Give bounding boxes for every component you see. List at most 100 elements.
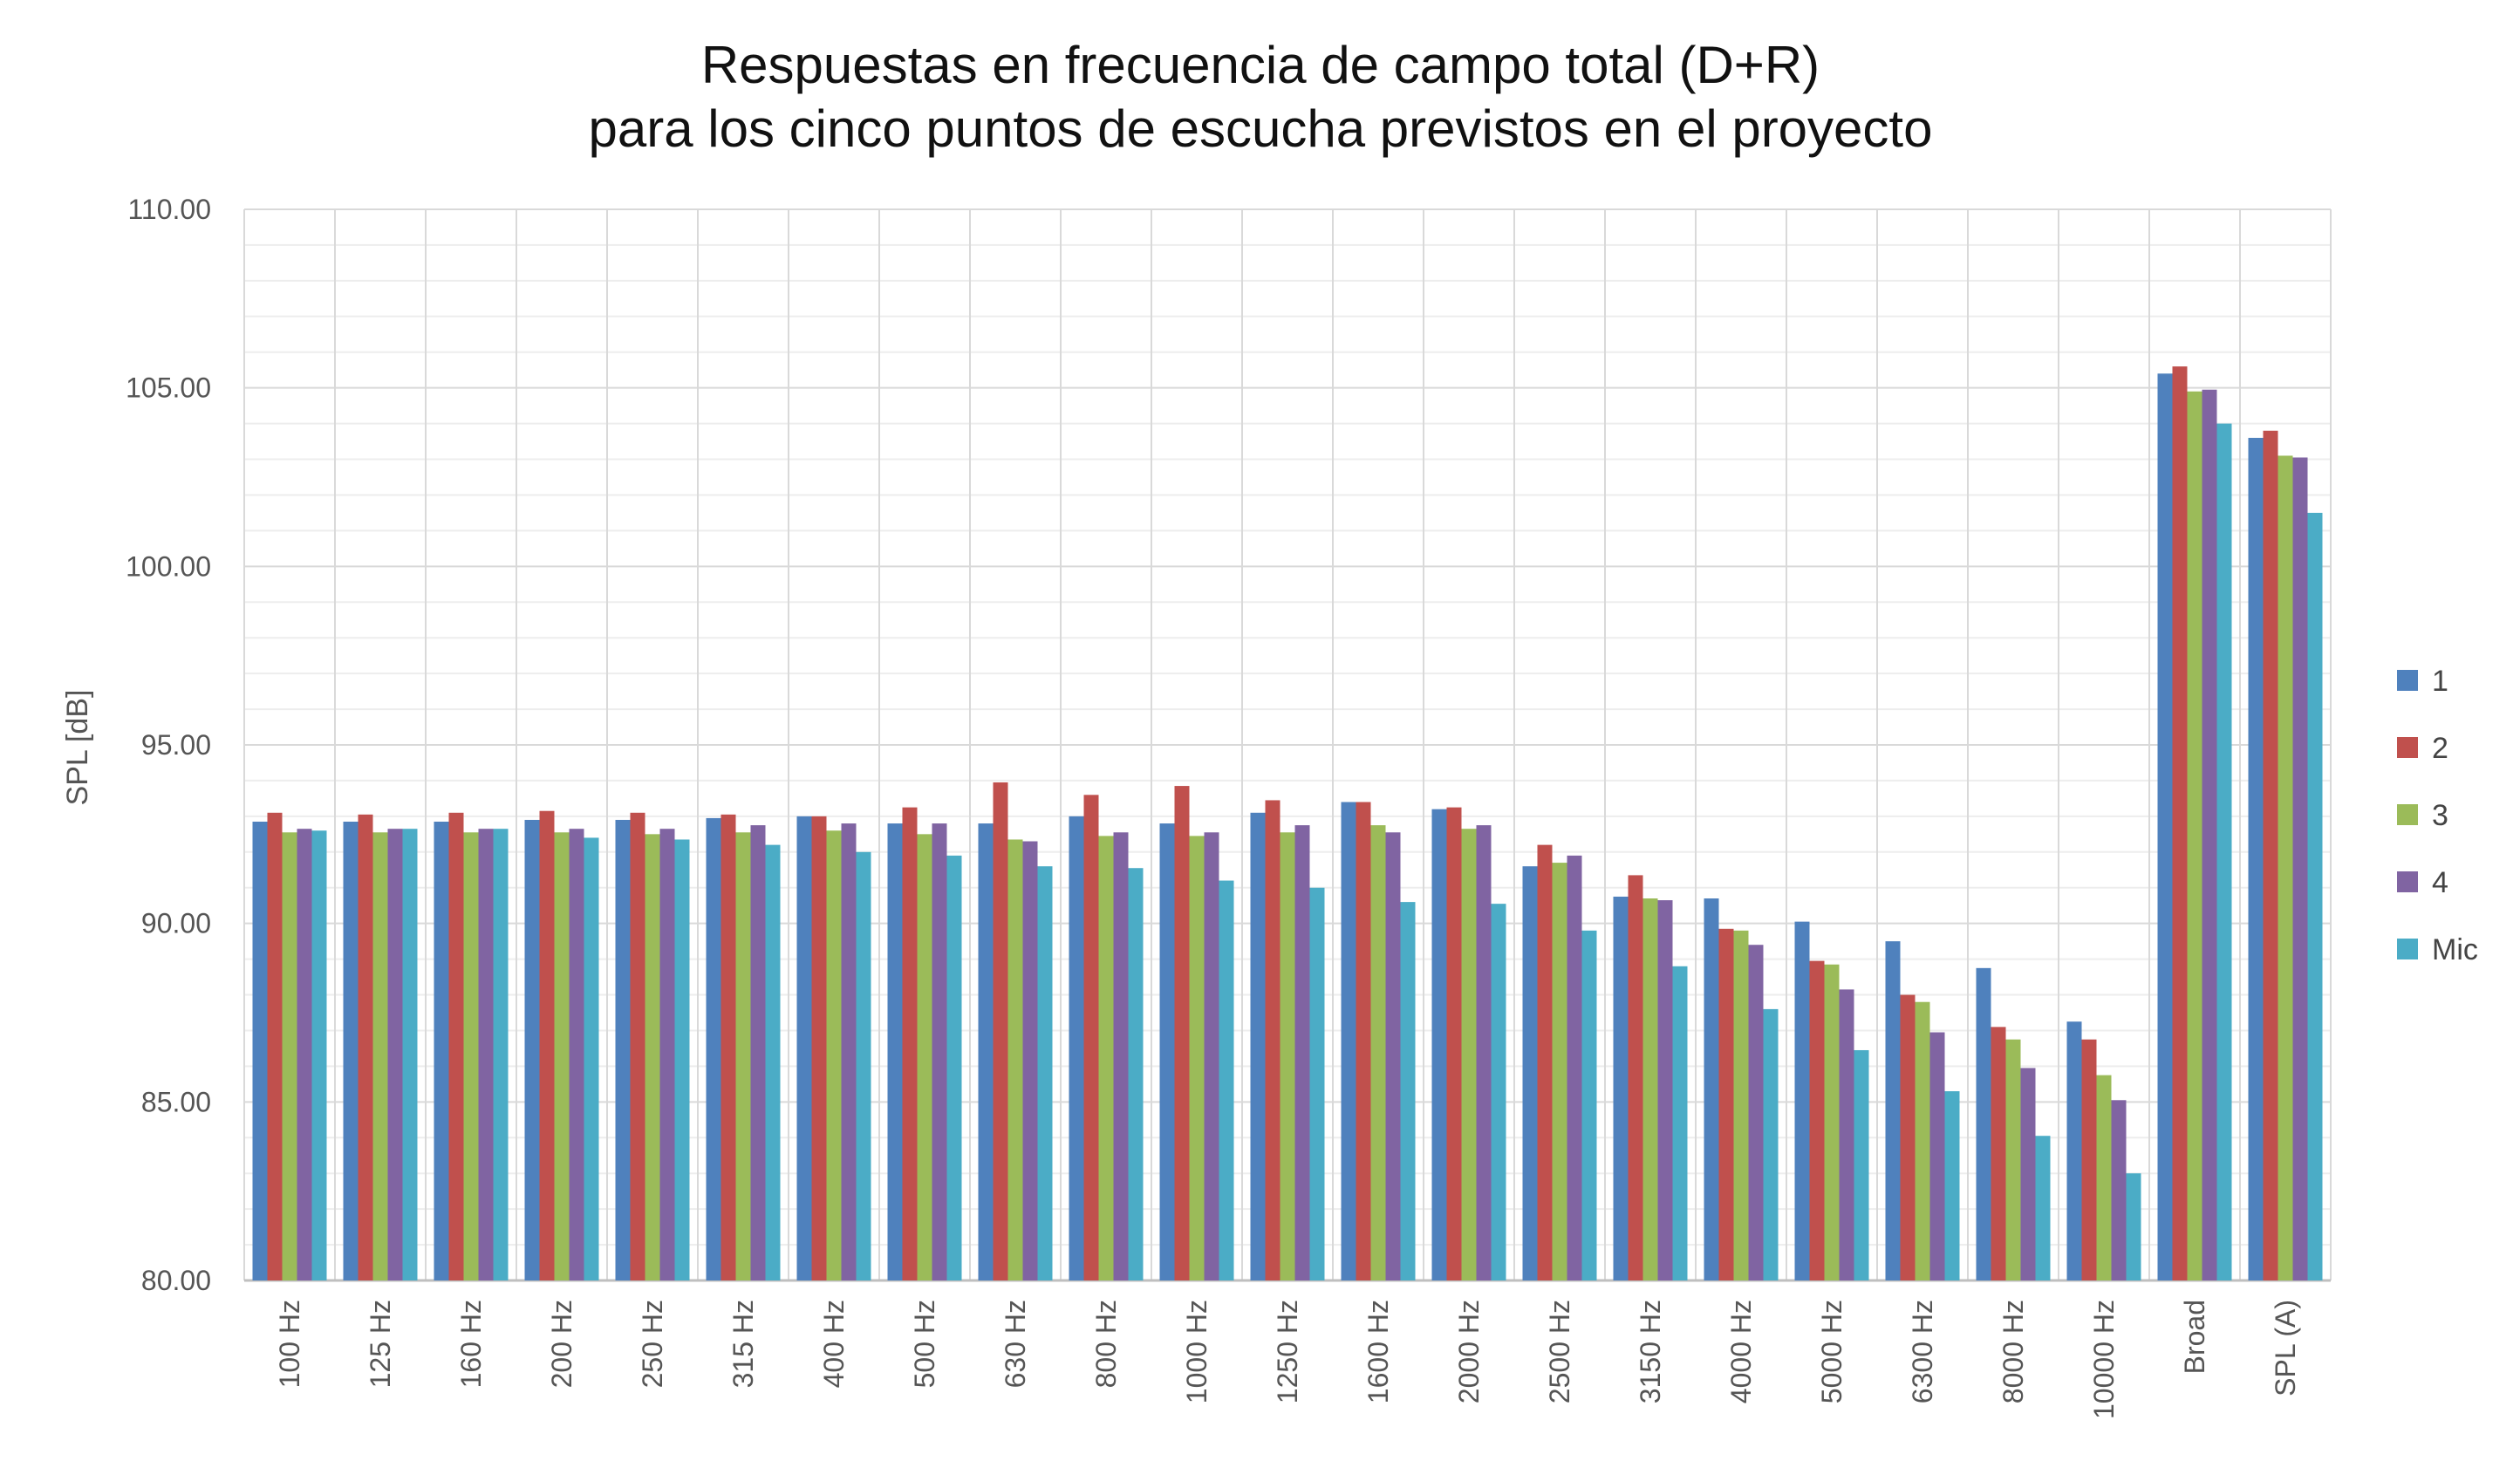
bar-series-3-20 bbox=[2096, 1075, 2112, 1280]
legend-label: 4 bbox=[2432, 866, 2448, 899]
bar-series-4-16 bbox=[1748, 945, 1764, 1280]
bar-series-2-18 bbox=[1900, 994, 1916, 1280]
bar-series-4-10 bbox=[1204, 832, 1219, 1280]
bar-series-Mic-22 bbox=[2307, 512, 2323, 1280]
bar-series-4-11 bbox=[1294, 825, 1310, 1280]
bar-series-1-8 bbox=[978, 823, 994, 1280]
bar-series-1-9 bbox=[1069, 816, 1084, 1280]
bar-series-1-3 bbox=[524, 819, 540, 1280]
y-tick-label: 110.00 bbox=[128, 194, 212, 225]
bar-series-4-18 bbox=[1929, 1032, 1945, 1280]
bar-series-4-17 bbox=[1839, 989, 1854, 1280]
bar-series-4-1 bbox=[387, 829, 403, 1280]
bar-series-2-19 bbox=[1991, 1027, 2006, 1280]
bar-series-1-2 bbox=[434, 822, 449, 1280]
bar-series-1-10 bbox=[1159, 823, 1175, 1280]
x-tick-label: 6300 Hz bbox=[1907, 1300, 1938, 1403]
legend-swatch bbox=[2397, 871, 2418, 892]
legend-swatch bbox=[2397, 939, 2418, 959]
bar-series-2-7 bbox=[902, 807, 918, 1280]
bar-series-3-1 bbox=[372, 832, 388, 1280]
x-tick-label: Broad bbox=[2179, 1300, 2210, 1374]
bar-series-2-13 bbox=[1446, 807, 1462, 1280]
bar-series-3-6 bbox=[826, 830, 842, 1280]
bar-series-1-21 bbox=[2157, 373, 2173, 1280]
bar-series-Mic-7 bbox=[946, 855, 962, 1280]
bar-series-1-15 bbox=[1613, 896, 1629, 1280]
bar-series-Mic-12 bbox=[1400, 902, 1416, 1280]
bar-series-3-19 bbox=[2005, 1039, 2021, 1280]
bar-series-4-5 bbox=[750, 825, 766, 1280]
bar-series-2-0 bbox=[267, 812, 283, 1280]
bar-series-2-5 bbox=[720, 814, 736, 1280]
bar-series-3-21 bbox=[2187, 391, 2202, 1280]
legend-label: 1 bbox=[2432, 665, 2448, 698]
bar-series-3-2 bbox=[463, 832, 479, 1280]
x-tick-label: 1000 Hz bbox=[1181, 1300, 1212, 1403]
legend-swatch bbox=[2397, 804, 2418, 825]
bar-series-Mic-21 bbox=[2216, 423, 2232, 1281]
bar-series-3-4 bbox=[645, 834, 660, 1280]
bar-series-Mic-8 bbox=[1037, 866, 1053, 1280]
bar-series-1-16 bbox=[1704, 898, 1719, 1280]
bar-series-2-2 bbox=[448, 812, 464, 1280]
x-tick-label: 10000 Hz bbox=[2088, 1300, 2120, 1419]
x-tick-label: 2000 Hz bbox=[1453, 1300, 1485, 1403]
x-tick-label: 1250 Hz bbox=[1272, 1300, 1303, 1403]
bar-series-2-15 bbox=[1628, 875, 1643, 1280]
bar-series-4-9 bbox=[1113, 832, 1129, 1280]
bar-series-3-9 bbox=[1098, 836, 1114, 1280]
y-tick-label: 105.00 bbox=[126, 372, 211, 404]
bar-series-4-21 bbox=[2202, 389, 2217, 1280]
bar-series-Mic-11 bbox=[1309, 887, 1325, 1280]
bar-series-1-14 bbox=[1522, 866, 1538, 1280]
y-tick-label: 90.00 bbox=[141, 908, 211, 939]
chart-title: Respuestas en frecuencia de campo total … bbox=[701, 36, 1820, 94]
ticks-layer: 80.00 85.00 90.00 95.00 100.00 105.00 110.00 10… bbox=[126, 194, 2301, 1419]
x-tick-label: 5000 Hz bbox=[1816, 1300, 1847, 1403]
bar-series-3-10 bbox=[1189, 836, 1205, 1280]
bar-series-Mic-2 bbox=[493, 829, 509, 1280]
bar-series-2-8 bbox=[993, 782, 1008, 1280]
bar-series-4-22 bbox=[2292, 457, 2308, 1280]
bar-series-3-17 bbox=[1824, 964, 1840, 1280]
bar-series-3-8 bbox=[1007, 839, 1023, 1280]
bar-series-2-10 bbox=[1174, 786, 1190, 1280]
bar-series-3-13 bbox=[1461, 829, 1477, 1280]
x-tick-label: 100 Hz bbox=[274, 1300, 305, 1388]
legend-swatch bbox=[2397, 670, 2418, 691]
bar-series-1-18 bbox=[1885, 941, 1901, 1280]
bar-series-4-0 bbox=[297, 829, 312, 1280]
bar-series-4-14 bbox=[1567, 855, 1582, 1280]
x-tick-label: 250 Hz bbox=[637, 1300, 668, 1388]
bar-series-4-15 bbox=[1657, 900, 1673, 1280]
bar-series-4-8 bbox=[1022, 841, 1038, 1280]
bar-series-1-19 bbox=[1976, 967, 1991, 1280]
x-tick-label: 315 Hz bbox=[727, 1300, 759, 1388]
chart-subtitle: para los cinco puntos de escucha previst… bbox=[589, 99, 1933, 158]
bar-series-Mic-5 bbox=[765, 844, 781, 1280]
bar-series-Mic-18 bbox=[1944, 1091, 1960, 1280]
bar-series-4-3 bbox=[569, 829, 584, 1280]
bar-series-Mic-6 bbox=[856, 851, 871, 1280]
bar-series-Mic-13 bbox=[1491, 904, 1506, 1280]
bar-series-1-5 bbox=[706, 817, 721, 1280]
bar-series-3-14 bbox=[1552, 863, 1567, 1280]
bar-series-1-11 bbox=[1250, 812, 1266, 1280]
x-tick-label: 2500 Hz bbox=[1544, 1300, 1575, 1403]
bar-series-1-12 bbox=[1341, 802, 1356, 1280]
x-tick-label: 400 Hz bbox=[818, 1300, 850, 1388]
x-tick-label: 630 Hz bbox=[1000, 1300, 1031, 1388]
bar-series-4-13 bbox=[1476, 825, 1492, 1280]
bar-series-Mic-10 bbox=[1219, 880, 1234, 1280]
legend-label: Mic bbox=[2432, 933, 2478, 966]
bar-series-Mic-20 bbox=[2126, 1173, 2141, 1280]
bar-series-3-16 bbox=[1733, 930, 1749, 1280]
bar-series-1-20 bbox=[2066, 1021, 2082, 1280]
bar-series-2-14 bbox=[1537, 844, 1553, 1280]
x-tick-label: 3150 Hz bbox=[1635, 1300, 1666, 1403]
bar-series-Mic-3 bbox=[584, 837, 599, 1280]
bar-series-2-17 bbox=[1809, 960, 1825, 1280]
